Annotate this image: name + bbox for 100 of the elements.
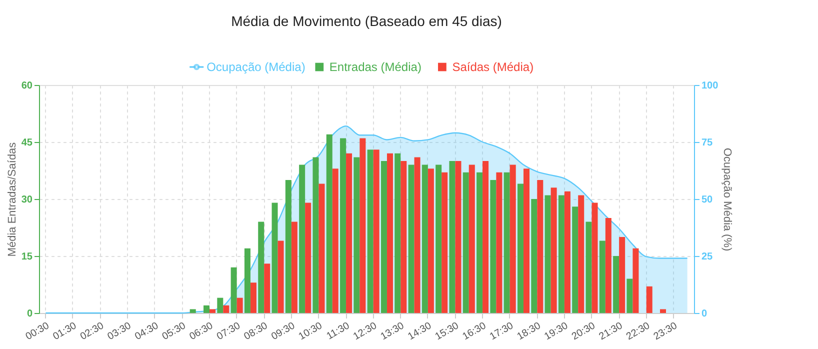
bar bbox=[564, 191, 570, 313]
bar bbox=[517, 184, 524, 313]
bar bbox=[504, 172, 510, 313]
bar bbox=[455, 161, 462, 313]
x-tick-label: 04:30 bbox=[133, 320, 161, 343]
bar bbox=[550, 188, 557, 313]
y2-axis-title: Ocupação Média (%) bbox=[721, 148, 734, 252]
legend-label: Entradas (Média) bbox=[329, 60, 422, 74]
bar bbox=[230, 267, 237, 313]
bar bbox=[272, 202, 278, 313]
bar bbox=[414, 157, 420, 313]
bar bbox=[613, 256, 620, 313]
bar bbox=[544, 195, 551, 313]
bar bbox=[204, 305, 210, 313]
y-tick-label: 45 bbox=[21, 138, 33, 148]
x-tick-label: 12:30 bbox=[352, 320, 380, 343]
bar bbox=[462, 172, 469, 313]
x-tick-label: 18:30 bbox=[515, 320, 544, 343]
x-tick-label: 05:30 bbox=[160, 320, 188, 343]
y2-tick-label: 75 bbox=[702, 138, 714, 148]
x-tick-label: 07:30 bbox=[215, 320, 243, 343]
bar bbox=[586, 222, 592, 313]
x-tick-label: 15:30 bbox=[434, 320, 462, 343]
bar bbox=[299, 164, 306, 313]
bar bbox=[496, 172, 502, 313]
bar bbox=[482, 161, 489, 313]
bar bbox=[592, 202, 598, 313]
bar bbox=[278, 240, 284, 313]
bar bbox=[605, 218, 612, 313]
bar bbox=[510, 164, 516, 313]
bar bbox=[223, 305, 230, 313]
bar bbox=[318, 184, 325, 313]
x-tick-label: 01:30 bbox=[51, 320, 79, 343]
bar bbox=[373, 150, 380, 313]
bar bbox=[490, 180, 496, 313]
bar bbox=[523, 168, 530, 313]
bar bbox=[408, 164, 414, 313]
bar bbox=[578, 195, 584, 313]
bar bbox=[264, 264, 270, 313]
bar bbox=[619, 237, 626, 313]
x-tick-label: 10:30 bbox=[297, 320, 325, 343]
bar bbox=[442, 172, 448, 313]
bar bbox=[386, 153, 393, 313]
bar bbox=[599, 240, 606, 313]
bar bbox=[468, 164, 475, 313]
bar bbox=[476, 172, 483, 313]
x-tick-label: 09:30 bbox=[270, 320, 298, 343]
x-tick-label: 06:30 bbox=[188, 320, 216, 343]
legend-label: Ocupação (Média) bbox=[206, 60, 306, 74]
bar bbox=[236, 298, 243, 313]
bar bbox=[626, 278, 633, 313]
bar bbox=[558, 195, 564, 313]
bar bbox=[632, 248, 639, 313]
bar bbox=[367, 150, 374, 313]
x-tick-label: 23:30 bbox=[652, 320, 680, 343]
bar bbox=[285, 180, 292, 313]
bar bbox=[305, 202, 312, 313]
bar bbox=[326, 134, 332, 313]
bar bbox=[291, 222, 298, 313]
bar bbox=[449, 161, 456, 313]
legend-label: Saídas (Média) bbox=[452, 60, 534, 74]
x-tick-label: 16:30 bbox=[460, 320, 488, 343]
bar bbox=[531, 199, 538, 313]
bar bbox=[394, 153, 401, 313]
x-tick-label: 08:30 bbox=[242, 320, 270, 343]
bar bbox=[210, 309, 216, 313]
bar bbox=[244, 248, 250, 313]
bar bbox=[572, 206, 578, 313]
x-tick-label: 11:30 bbox=[324, 320, 352, 342]
x-tick-label: 19:30 bbox=[542, 320, 570, 343]
bar bbox=[422, 164, 428, 313]
x-tick-label: 02:30 bbox=[78, 320, 106, 343]
bar bbox=[537, 180, 544, 313]
x-tick-label: 13:30 bbox=[378, 320, 407, 343]
y-tick-label: 15 bbox=[21, 252, 33, 262]
bar bbox=[360, 138, 366, 313]
y-tick-label: 60 bbox=[21, 80, 33, 92]
y2-tick-label: 100 bbox=[702, 80, 719, 92]
bar bbox=[340, 138, 346, 313]
bar bbox=[436, 164, 442, 313]
x-tick-label: 00:30 bbox=[24, 320, 52, 343]
bar bbox=[354, 157, 360, 313]
y2-tick-label: 50 bbox=[702, 194, 714, 206]
y2-tick-label: 0 bbox=[702, 308, 708, 320]
bar bbox=[258, 222, 264, 313]
bar bbox=[400, 161, 407, 313]
bar bbox=[190, 309, 196, 313]
bar bbox=[346, 153, 352, 313]
bar bbox=[428, 168, 434, 313]
x-tick-label: 03:30 bbox=[106, 320, 134, 343]
bar bbox=[332, 168, 338, 313]
bar bbox=[660, 309, 666, 313]
chart-title: Média de Movimento (Baseado em 45 dias) bbox=[231, 12, 502, 29]
y2-tick-label: 25 bbox=[702, 252, 714, 262]
x-tick-label: 14:30 bbox=[406, 320, 434, 343]
bar bbox=[380, 161, 387, 313]
y-tick-label: 0 bbox=[26, 308, 33, 320]
bar bbox=[250, 282, 256, 313]
y-axis-title: Média Entradas/Saídas bbox=[6, 142, 18, 257]
y-tick-label: 30 bbox=[21, 194, 33, 206]
